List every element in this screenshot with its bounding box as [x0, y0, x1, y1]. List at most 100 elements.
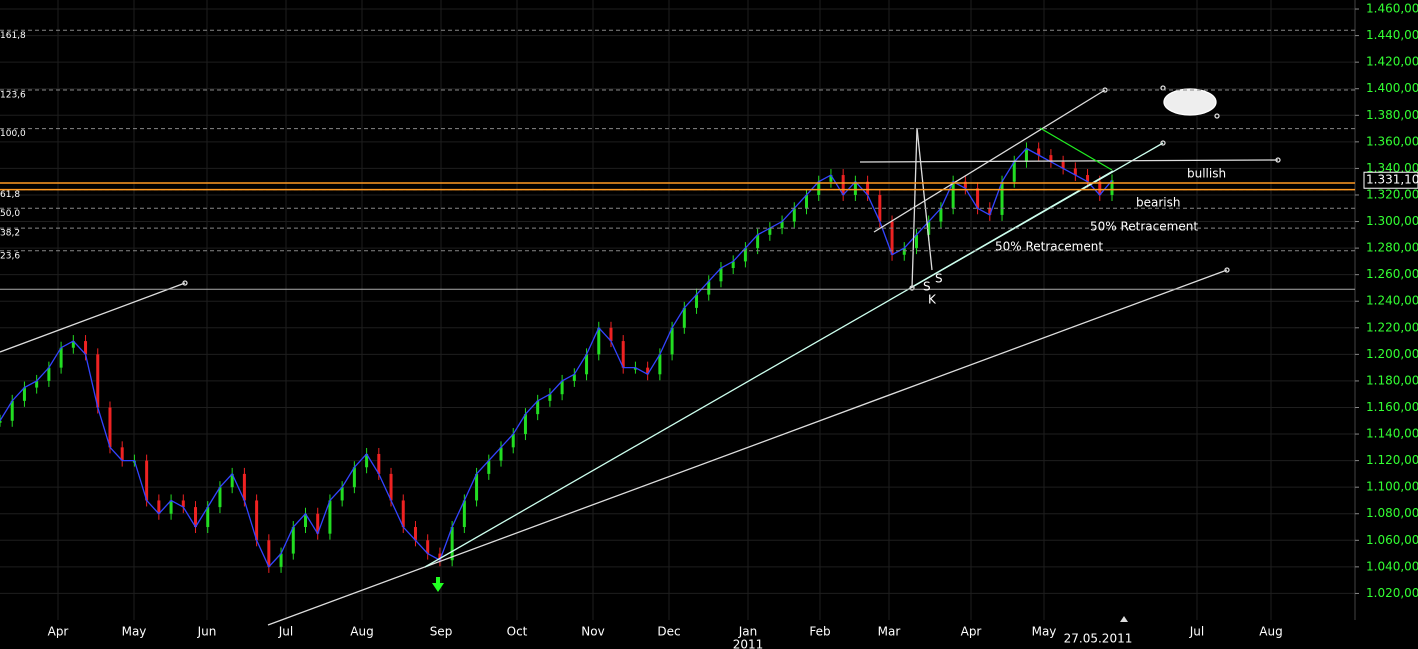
candle: [585, 354, 589, 375]
candle: [707, 281, 711, 295]
candle: [389, 473, 393, 501]
y-tick-label: 1.460,00: [1366, 2, 1418, 16]
fib-label: 100,0: [0, 129, 26, 139]
candle: [59, 347, 63, 368]
candle: [279, 553, 283, 567]
candle: [646, 367, 650, 375]
candle: [963, 181, 967, 189]
date-label: 27.05.2011: [1064, 632, 1133, 646]
candle: [0, 420, 2, 423]
candle: [291, 527, 295, 554]
y-tick-label: 1.300,00: [1366, 214, 1418, 228]
trend-lines: [0, 85, 1281, 626]
candle: [548, 394, 552, 401]
candle: [951, 181, 955, 209]
candle: [927, 221, 931, 235]
trend-line: [0, 282, 186, 353]
x-tick-label: Oct: [507, 625, 528, 639]
trend-line: [1039, 127, 1113, 171]
candle: [1024, 148, 1028, 162]
handle: [182, 280, 188, 286]
candle: [866, 181, 870, 195]
candle: [805, 194, 809, 209]
y-tick-label: 1.340,00: [1366, 161, 1418, 175]
candle: [609, 327, 613, 342]
y-tick-label: 1.060,00: [1366, 533, 1418, 547]
candle: [242, 473, 246, 501]
candle: [719, 268, 723, 282]
candle: [780, 221, 784, 229]
y-tick-label: 1.380,00: [1366, 108, 1418, 122]
candle: [230, 473, 234, 488]
candle: [572, 374, 576, 381]
price-line: [0, 147, 1113, 569]
candle: [108, 407, 112, 448]
candle: [499, 447, 503, 461]
x-tick-label: Jul: [278, 625, 293, 639]
candle: [316, 513, 320, 534]
y-tick-label: 1.440,00: [1366, 28, 1418, 42]
x-tick-label: Mar: [878, 625, 901, 639]
handle: [1160, 85, 1166, 91]
x-tick-label: Dec: [657, 625, 680, 639]
y-tick-label: 1.320,00: [1366, 187, 1418, 201]
candle: [914, 234, 918, 249]
candle: [1110, 180, 1114, 195]
y-tick-label: 1.420,00: [1366, 55, 1418, 69]
y-tick-label: 1.220,00: [1366, 320, 1418, 334]
fib-label: 50,0: [0, 209, 20, 219]
candle: [670, 327, 674, 355]
y-tick-label: 1.400,00: [1366, 81, 1418, 95]
trend-line: [859, 159, 1279, 163]
fib-label: 123,6: [0, 91, 26, 101]
candle: [267, 540, 271, 567]
candle: [939, 208, 943, 222]
candle: [340, 487, 344, 501]
trend-line: [916, 127, 933, 271]
candle: [401, 500, 405, 528]
annotation: bearish: [1136, 196, 1180, 210]
y-tick-label: 1.260,00: [1366, 267, 1418, 281]
fib-label: 161,8: [0, 31, 26, 41]
y-tick-label: 1.120,00: [1366, 453, 1418, 467]
candle: [1098, 181, 1102, 195]
annotation: 50% Retracement: [995, 240, 1103, 254]
y-tick-label: 1.080,00: [1366, 506, 1418, 520]
candle: [487, 460, 491, 474]
arrow-marker: [432, 577, 444, 592]
year-label: 2011: [733, 638, 764, 649]
candle: [1086, 175, 1090, 182]
candle: [1061, 161, 1065, 169]
candle: [1049, 155, 1053, 162]
candle: [35, 380, 39, 388]
candle: [768, 228, 772, 235]
y-tick-label: 1.360,00: [1366, 134, 1418, 148]
candle: [426, 540, 430, 554]
last-price-label: 1.331,10: [1366, 173, 1418, 187]
candle: [413, 527, 417, 541]
candle: [658, 354, 662, 375]
candle: [47, 367, 51, 381]
y-tick-label: 1.100,00: [1366, 480, 1418, 494]
candle: [462, 500, 466, 528]
candle: [120, 447, 124, 461]
handle: [1275, 157, 1281, 163]
candle: [633, 367, 637, 370]
candle: [206, 507, 210, 528]
candle: [976, 188, 980, 209]
candle: [890, 221, 894, 255]
candle: [255, 500, 259, 541]
handle: [1160, 140, 1166, 146]
candle: [84, 341, 88, 355]
candle: [450, 527, 454, 561]
handle: [1214, 113, 1220, 119]
x-tick-label: Aug: [350, 625, 373, 639]
fib-label: 61,8: [0, 190, 20, 200]
grid: [0, 0, 1355, 620]
candle: [303, 513, 307, 528]
candle: [365, 453, 369, 468]
handle: [1224, 267, 1230, 273]
trend-line: [911, 127, 918, 289]
y-tick-label: 1.160,00: [1366, 400, 1418, 414]
y-tick-label: 1.280,00: [1366, 241, 1418, 255]
